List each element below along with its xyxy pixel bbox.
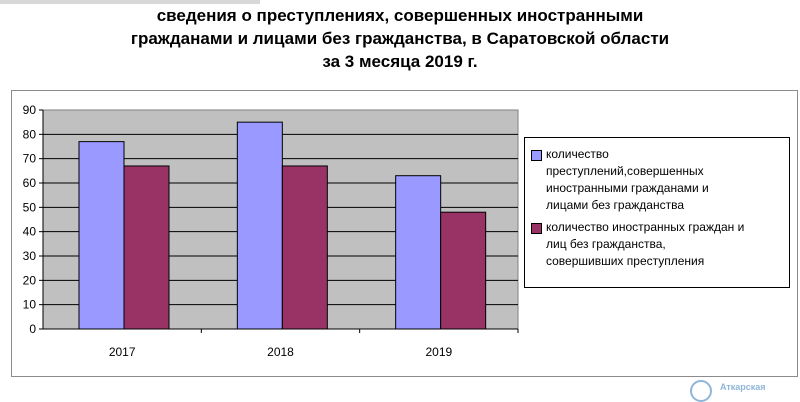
logo-text: Аткарская: [720, 382, 766, 392]
legend-label-1-line-4: лицами без гражданства: [546, 198, 684, 212]
x-tick-label-2019: 2019: [425, 345, 452, 359]
y-tick-label-30: 30: [23, 249, 37, 263]
bar-1-2017: [78, 141, 125, 330]
bar-1-2018: [236, 121, 283, 330]
top-strip: [0, 0, 260, 4]
y-tick-label-20: 20: [23, 273, 37, 287]
legend-label-1-line-3: иностранными гражданами и: [546, 181, 709, 195]
legend-label-2-line-3: совершивших преступления: [546, 254, 705, 268]
x-tick-label-2018: 2018: [267, 345, 294, 359]
legend-swatch-2: [531, 223, 542, 234]
legend-label-2-line-2: лиц без гражданства,: [546, 237, 666, 251]
y-tick-label-40: 40: [23, 225, 37, 239]
site-logo: Аткарская: [690, 380, 800, 402]
y-tick-label-80: 80: [23, 127, 37, 141]
bar-2-2019: [440, 211, 487, 330]
y-tick-label-90: 90: [23, 103, 37, 117]
legend-label-1: количество преступлений,совершенных инос…: [546, 146, 709, 214]
legend-swatch-1: [531, 150, 542, 161]
legend-entry-1: количество преступлений,совершенных инос…: [531, 146, 785, 214]
bar-2-2018: [281, 165, 328, 330]
logo-circle-icon: [690, 380, 712, 402]
bar-2-2017: [123, 165, 170, 330]
legend-label-2: количество иностранных граждан и лиц без…: [546, 219, 744, 270]
legend-label-1-line-1: количество: [546, 147, 609, 161]
y-tick-label-0: 0: [29, 322, 36, 336]
legend-label-1-line-2: преступлений,совершенных: [546, 164, 704, 178]
legend-entry-2: количество иностранных граждан и лиц без…: [531, 219, 785, 270]
legend: количество преступлений,совершенных инос…: [524, 137, 790, 288]
y-tick-label-50: 50: [23, 200, 37, 214]
legend-label-2-line-1: количество иностранных граждан и: [546, 220, 745, 234]
chart-title-line-1: сведения о преступлениях, совершенных ин…: [156, 6, 644, 25]
y-tick-label-60: 60: [23, 176, 37, 190]
chart-title-line-2: гражданами и лицами без гражданства, в С…: [130, 29, 670, 48]
x-tick-label-2017: 2017: [109, 345, 136, 359]
chart-title-line-3: за 3 месяца 2019 г.: [322, 52, 478, 71]
bar-1-2019: [395, 175, 442, 330]
chart-title: сведения о преступлениях, совершенных ин…: [0, 4, 800, 73]
y-tick-label-10: 10: [23, 298, 37, 312]
y-tick-label-70: 70: [23, 152, 37, 166]
